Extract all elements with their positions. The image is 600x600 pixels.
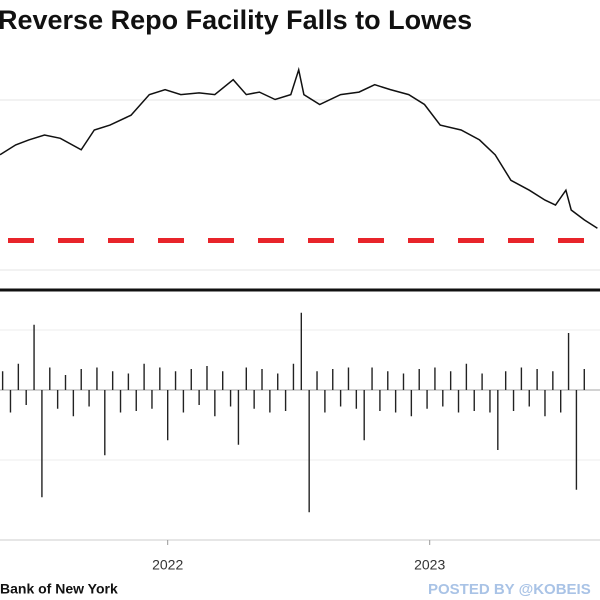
watermark: POSTED BY @KOBEIS (428, 581, 591, 598)
source: Bank of New York (0, 581, 118, 597)
chart-title: Reverse Repo Facility Falls to Lowes (0, 5, 472, 35)
series-line (0, 66, 598, 229)
x-tick-label: 2023 (414, 557, 445, 573)
x-tick-label: 2022 (152, 557, 183, 573)
